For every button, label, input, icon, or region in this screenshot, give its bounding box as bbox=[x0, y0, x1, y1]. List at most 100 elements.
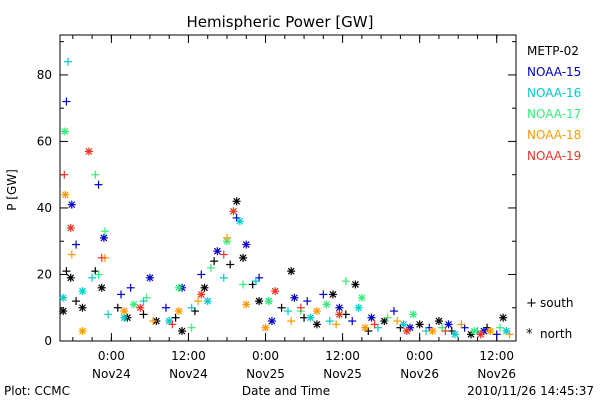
data-point-north bbox=[434, 317, 443, 326]
legend-symbol: + bbox=[526, 296, 537, 311]
data-point-south bbox=[210, 257, 219, 266]
y-tick-label: 80 bbox=[37, 68, 52, 82]
legend-entry: NOAA-16 bbox=[527, 86, 581, 100]
legend-symbol: * bbox=[526, 327, 533, 342]
data-point-north bbox=[239, 253, 248, 262]
legend-entry: NOAA-18 bbox=[527, 128, 581, 142]
data-point-south bbox=[149, 317, 158, 326]
x-tick-label-date: Nov25 bbox=[323, 367, 362, 381]
data-point-north bbox=[409, 310, 418, 319]
data-point-north bbox=[322, 300, 331, 309]
data-point-south bbox=[142, 293, 151, 302]
data-point-south bbox=[91, 170, 100, 179]
y-axis-label: P [GW] bbox=[5, 169, 19, 211]
data-point-south bbox=[161, 303, 170, 312]
data-point-north bbox=[351, 280, 360, 289]
data-point-north bbox=[470, 327, 479, 336]
data-point-north bbox=[335, 310, 344, 319]
legend-entry: NOAA-17 bbox=[527, 107, 581, 121]
data-point-south bbox=[457, 320, 466, 329]
data-point-north bbox=[402, 327, 411, 336]
data-point-south bbox=[62, 97, 71, 106]
data-point-south bbox=[94, 270, 103, 279]
data-point-south bbox=[97, 253, 106, 262]
data-point-south bbox=[168, 320, 177, 329]
data-point-north bbox=[312, 320, 321, 329]
data-point-south bbox=[187, 303, 196, 312]
data-point-north bbox=[287, 267, 296, 276]
data-point-north bbox=[145, 273, 154, 282]
data-point-north bbox=[129, 300, 138, 309]
data-point-south bbox=[171, 313, 180, 322]
data-point-south bbox=[117, 290, 126, 299]
data-point-south bbox=[194, 297, 203, 306]
data-point-north bbox=[444, 320, 453, 329]
chart-title: Hemispheric Power [GW] bbox=[187, 13, 374, 31]
data-point-south bbox=[239, 280, 248, 289]
data-point-north bbox=[357, 293, 366, 302]
data-point-north bbox=[415, 320, 424, 329]
data-point-north bbox=[232, 197, 241, 206]
data-point-south bbox=[222, 233, 231, 242]
data-point-south bbox=[126, 283, 135, 292]
data-point-south bbox=[348, 317, 357, 326]
y-tick-label: 40 bbox=[37, 201, 52, 215]
data-point-south bbox=[332, 320, 341, 329]
x-tick-label-date: Nov24 bbox=[169, 367, 208, 381]
data-point-south bbox=[277, 303, 286, 312]
data-point-north bbox=[174, 283, 183, 292]
data-point-north bbox=[78, 327, 87, 336]
data-point-south bbox=[197, 270, 206, 279]
data-point-north bbox=[267, 317, 276, 326]
data-point-south bbox=[206, 263, 215, 272]
data-point-north bbox=[84, 147, 93, 156]
data-point-south bbox=[72, 240, 81, 249]
data-point-south bbox=[492, 330, 501, 339]
data-point-north bbox=[399, 320, 408, 329]
data-point-north bbox=[261, 323, 270, 332]
data-point-south bbox=[60, 170, 69, 179]
data-point-south bbox=[284, 307, 292, 316]
x-tick-label-time: 0:00 bbox=[98, 349, 125, 363]
data-point-north bbox=[197, 290, 206, 299]
data-point-north bbox=[174, 307, 183, 316]
plot-frame bbox=[59, 34, 517, 342]
data-point-south bbox=[113, 303, 122, 312]
data-point-south bbox=[303, 297, 312, 306]
data-point-south bbox=[104, 310, 113, 319]
legend-symbol-label: north bbox=[540, 327, 572, 341]
data-points bbox=[59, 57, 514, 339]
data-point-south bbox=[441, 327, 450, 336]
legend-entry: METP-02 bbox=[527, 44, 579, 58]
data-point-north bbox=[229, 207, 238, 216]
data-point-north bbox=[361, 323, 370, 332]
data-point-north bbox=[67, 200, 76, 209]
x-tick-label-date: Nov26 bbox=[477, 367, 516, 381]
legend-symbol-label: south bbox=[540, 296, 574, 310]
legend: METP-02 NOAA-15 NOAA-16 NOAA-17 NOAA-18 NOAA-… bbox=[526, 44, 581, 342]
data-point-south bbox=[319, 290, 328, 299]
y-tick-label: 0 bbox=[44, 334, 52, 348]
x-tick-label-time: 12:00 bbox=[325, 349, 360, 363]
data-point-south bbox=[325, 317, 334, 326]
data-point-north bbox=[499, 313, 508, 322]
data-point-south bbox=[370, 320, 379, 329]
data-point-south bbox=[62, 267, 71, 276]
data-point-south bbox=[226, 260, 235, 269]
x-tick-label-time: 0:00 bbox=[252, 349, 279, 363]
data-point-north bbox=[328, 290, 337, 299]
data-point-south bbox=[389, 307, 398, 316]
x-tick-label-date: Nov26 bbox=[400, 367, 439, 381]
data-point-north bbox=[235, 217, 244, 226]
data-point-north bbox=[66, 273, 75, 282]
data-point-north bbox=[78, 303, 87, 312]
y-tick-label: 20 bbox=[37, 267, 52, 281]
data-point-north bbox=[203, 297, 212, 306]
data-point-south bbox=[64, 57, 73, 66]
data-point-north bbox=[242, 240, 251, 249]
x-tick-label-time: 0:00 bbox=[406, 349, 433, 363]
x-tick-label-date: Nov24 bbox=[92, 367, 131, 381]
data-point-north bbox=[136, 303, 145, 312]
data-point-south bbox=[139, 310, 148, 319]
